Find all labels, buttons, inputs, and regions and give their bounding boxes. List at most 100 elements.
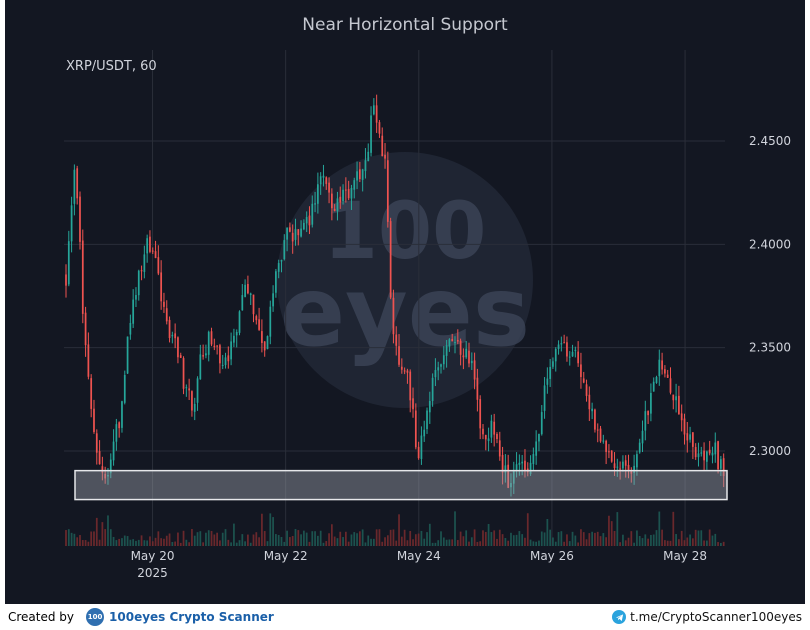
volume-bar	[650, 534, 652, 546]
volume-bar	[557, 532, 560, 546]
y-axis: 2.3000 2.3500 2.4000 2.4500	[749, 134, 791, 458]
volume-bar	[437, 540, 440, 546]
candle-body	[610, 450, 613, 462]
candle-body	[599, 428, 602, 442]
volume-bar	[154, 537, 157, 546]
volume-bar	[325, 541, 328, 546]
volume-bar	[73, 533, 76, 546]
candle-body	[616, 466, 619, 468]
volume-bar	[487, 523, 490, 546]
volume-bar	[549, 529, 552, 546]
volume-bar	[233, 523, 235, 546]
candle-body	[182, 358, 185, 389]
candle-body	[255, 316, 258, 321]
volume-bar	[543, 532, 546, 546]
candle-body	[177, 337, 179, 358]
candle-body	[700, 452, 703, 454]
volume-bar	[496, 538, 498, 546]
candle-body	[317, 184, 319, 204]
candle-body	[165, 308, 168, 322]
candle-body	[342, 189, 344, 202]
volume-bar	[392, 529, 395, 546]
candle-body	[149, 236, 151, 252]
candle-body	[353, 180, 356, 190]
candle-body	[532, 454, 535, 465]
volume-bar	[322, 542, 325, 546]
candle-body	[722, 458, 725, 477]
volume-bar	[571, 531, 574, 546]
candle-body	[339, 196, 342, 203]
candle-body	[521, 461, 524, 464]
telegram-link[interactable]: t.me/CryptoScanner100eyes	[630, 610, 802, 624]
candle-body	[179, 355, 182, 358]
volume-bar	[171, 542, 174, 546]
volume-bar	[454, 511, 456, 546]
candle-body	[112, 441, 115, 461]
volume-bar	[652, 534, 655, 546]
volume-bar	[191, 529, 193, 546]
volume-bar	[93, 531, 95, 546]
candle-body	[319, 176, 322, 185]
volume-bar	[361, 529, 364, 546]
candle-body	[694, 447, 697, 458]
candle-body	[325, 177, 328, 184]
volume-bar	[473, 529, 476, 546]
candle-body	[143, 254, 146, 272]
candle-body	[65, 274, 67, 286]
x-tick-label: May 22	[264, 549, 308, 563]
volume-bar	[249, 542, 252, 546]
volume-bar	[683, 540, 686, 546]
candle-body	[168, 319, 171, 339]
candle-body	[233, 335, 235, 343]
volume-bar	[95, 517, 98, 546]
volume-bar	[417, 533, 420, 546]
candle-body	[638, 442, 641, 453]
candle-body	[647, 411, 649, 416]
volume-bar	[619, 542, 621, 546]
volume-bar	[406, 540, 409, 546]
candle-body	[193, 403, 196, 412]
volume-bar	[266, 541, 269, 546]
candle-body	[672, 394, 675, 401]
candle-body	[121, 401, 123, 428]
volume-bar	[476, 541, 479, 546]
candlestick-chart: 100 eyes 2.3000 2.3500 2.4000 2.4500 May 20…	[64, 15, 791, 580]
volume-bar	[244, 541, 246, 546]
volume-bar	[261, 513, 263, 546]
volume-bar	[182, 530, 185, 546]
volume-bar	[258, 537, 260, 546]
volume-bar	[275, 534, 277, 546]
candle-body	[683, 418, 686, 435]
footer: Created by 100 100eyes Crypto Scanner t.…	[0, 604, 810, 630]
volume-bar	[521, 534, 524, 546]
volume-bar	[269, 513, 272, 546]
candle-body	[73, 169, 76, 204]
volume-bar	[87, 541, 90, 546]
volume-bar	[358, 531, 361, 546]
candle-body	[644, 411, 647, 431]
brand-link[interactable]: 100eyes Crypto Scanner	[109, 610, 274, 624]
candle-body	[258, 319, 260, 330]
volume-bar	[305, 532, 308, 546]
candle-body	[465, 348, 468, 358]
volume-bar	[227, 539, 230, 546]
volume-bar	[344, 531, 347, 546]
volume-bar	[692, 538, 694, 546]
volume-bar	[210, 530, 213, 546]
volume-bar	[252, 534, 255, 546]
chart-frame: 100 eyes 2.3000 2.3500 2.4000 2.4500 May 20…	[5, 0, 805, 604]
candle-body	[412, 398, 414, 410]
candle-body	[669, 378, 672, 393]
candle-body	[664, 369, 666, 374]
candle-body	[266, 336, 269, 350]
candle-body	[333, 208, 336, 211]
candle-body	[137, 270, 140, 296]
candle-body	[703, 450, 705, 461]
volume-bar	[697, 530, 700, 546]
y-tick-label: 2.4500	[749, 134, 791, 148]
volume-bar	[717, 542, 719, 546]
watermark-logo: 100 eyes	[277, 152, 533, 408]
volume-bar	[199, 531, 202, 546]
volume-bar	[193, 535, 196, 546]
candle-body	[305, 217, 308, 224]
